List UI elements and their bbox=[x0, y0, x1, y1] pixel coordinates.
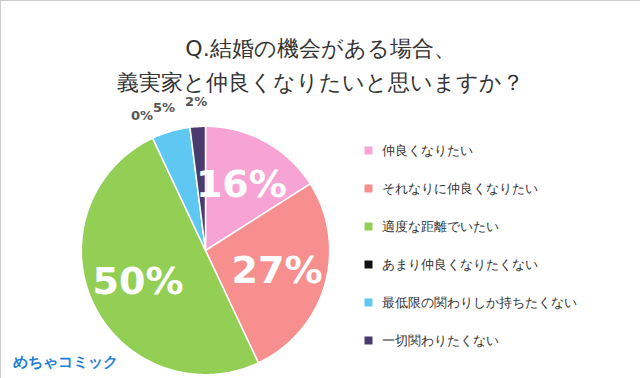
svg-text:一切関わりたくない: 一切関わりたくない bbox=[382, 333, 499, 348]
svg-text:めちゃコミック: めちゃコミック bbox=[13, 353, 118, 371]
svg-text:Q.結婚の機会がある場合、義実家と仲良くなりたいと思いますか: Q.結婚の機会がある場合、義実家と仲良くなりたいと思いますか？ bbox=[117, 36, 524, 95]
svg-text:あまり仲良くなりたくない: あまり仲良くなりたくない bbox=[382, 257, 538, 272]
svg-text:0%: 0% bbox=[131, 108, 153, 123]
svg-text:50%: 50% bbox=[93, 259, 184, 303]
svg-text:それなりに仲良くなりたい: それなりに仲良くなりたい bbox=[382, 181, 538, 196]
svg-text:適度な距離でいたい: 適度な距離でいたい bbox=[382, 219, 499, 234]
svg-text:2%: 2% bbox=[185, 94, 207, 109]
svg-text:27%: 27% bbox=[232, 248, 323, 292]
svg-text:仲良くなりたい: 仲良くなりたい bbox=[382, 143, 473, 158]
svg-text:5%: 5% bbox=[153, 100, 175, 115]
svg-text:16%: 16% bbox=[196, 162, 287, 206]
svg-text:最低限の関わりしか持ちたくない: 最低限の関わりしか持ちたくない bbox=[382, 295, 577, 310]
